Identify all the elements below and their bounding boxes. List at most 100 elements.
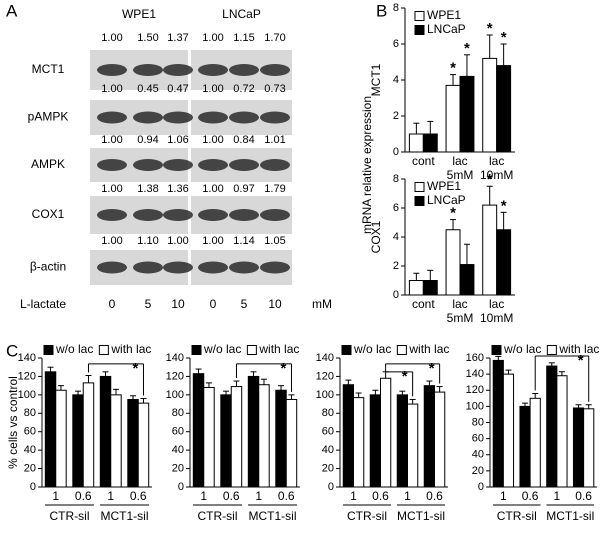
row-label: pAMPK (28, 110, 69, 124)
densitometry-value: 0.73 (264, 83, 285, 95)
y-tick-label: 40 (322, 444, 334, 456)
bar (422, 133, 438, 153)
y-tick-label: 4 (393, 74, 399, 86)
bar (192, 373, 205, 488)
blot-band (97, 159, 127, 171)
x-tick-label: 10mM (480, 168, 513, 182)
group-label: MCT1-sil (101, 509, 149, 523)
row-label: COX1 (32, 207, 65, 221)
y-tick-label: 60 (24, 426, 36, 438)
densitometry-value: 0.97 (233, 183, 254, 195)
densitometry-value: 1.79 (264, 183, 285, 195)
y-axis-label: MCT1 (369, 63, 383, 96)
bar (546, 365, 558, 488)
bar (275, 389, 287, 488)
blot-band (260, 111, 290, 124)
x-tick-label: 0.6 (426, 489, 443, 503)
y-tick-label: 100 (18, 389, 36, 401)
blot-band (229, 261, 259, 274)
bar (408, 133, 424, 153)
bar (482, 204, 498, 296)
y-tick-label: 0 (478, 481, 484, 493)
lane-label: 0 (210, 297, 217, 311)
blot-band (198, 111, 228, 124)
y-axis-label: % cells vs control (6, 376, 20, 469)
bar (583, 408, 595, 488)
blot-band (163, 64, 193, 76)
densitometry-value: 1.37 (167, 32, 188, 44)
densitometry-value: 0.84 (233, 134, 254, 146)
y-tick-label: 0 (328, 481, 334, 493)
bar (203, 386, 215, 488)
bar (434, 391, 446, 488)
panel-label: B (376, 1, 387, 20)
blot-band (97, 111, 127, 124)
bar (396, 394, 408, 488)
densitometry-value: 1.70 (264, 32, 285, 44)
densitometry-value: 1.00 (202, 183, 223, 195)
bar (127, 398, 139, 488)
row-label: AMPK (31, 157, 65, 171)
densitometry-value: 1.00 (202, 134, 223, 146)
y-tick-label: 80 (322, 407, 334, 419)
legend-label: with lac (258, 342, 299, 356)
bar (445, 84, 461, 153)
legend-label: WPE1 (427, 8, 461, 22)
panel-label: A (6, 1, 18, 20)
x-tick-label: 1 (500, 489, 507, 503)
legend-label: WPE1 (427, 179, 461, 193)
significance-mark: * (450, 60, 456, 77)
blot-band (229, 159, 259, 171)
significance-mark: * (464, 40, 470, 57)
y-tick-label: 40 (172, 444, 184, 456)
legend-swatch (246, 345, 257, 355)
x-tick-label: 5mM (447, 311, 474, 325)
legend-label: w/o lac (503, 342, 541, 356)
y-tick-label: 100 (166, 389, 184, 401)
bar (220, 394, 232, 488)
unit-label: mM (312, 297, 332, 311)
blot-band (198, 209, 228, 221)
densitometry-value: 1.15 (233, 32, 254, 44)
bar (44, 371, 57, 488)
y-tick-label: 20 (472, 465, 484, 477)
blot-band (163, 159, 193, 171)
bar (380, 377, 392, 488)
blot-band (260, 261, 290, 274)
significance-mark: * (487, 20, 493, 37)
blot-band (163, 209, 193, 221)
shared-y-label: mRNA relative expression (360, 96, 374, 234)
bar (408, 280, 424, 296)
group-label: MCT1-sil (546, 509, 594, 523)
lane-label: 5 (241, 297, 248, 311)
bracket-mark: * (578, 352, 584, 369)
densitometry-value: 1.00 (167, 235, 188, 247)
x-tick-label: 1 (554, 489, 561, 503)
legend-swatch (341, 345, 352, 355)
legend-swatch (396, 345, 407, 355)
blot-band (133, 261, 163, 274)
treatment-label: L-lactate (20, 297, 66, 311)
bar (459, 75, 475, 153)
bracket-mark: * (429, 360, 435, 377)
x-tick-label: 5mM (447, 168, 474, 182)
lane-label: 0 (109, 297, 116, 311)
y-tick-label: 6 (393, 202, 399, 214)
y-tick-label: 120 (166, 370, 184, 382)
legend-swatch (414, 196, 425, 206)
y-tick-label: 20 (322, 462, 334, 474)
densitometry-value: 1.01 (264, 134, 285, 146)
blot-band (163, 111, 193, 124)
x-tick-label: 1 (107, 489, 114, 503)
significance-mark: * (501, 197, 507, 214)
y-tick-label: 0 (393, 146, 399, 158)
x-tick-label: 1 (255, 489, 262, 503)
bar (492, 359, 504, 488)
densitometry-value: 1.06 (167, 134, 188, 146)
y-tick-label: 0 (30, 481, 36, 493)
legend-label: with lac (408, 342, 449, 356)
bar (82, 382, 95, 488)
bar (556, 375, 568, 488)
densitometry-value: 0.47 (167, 83, 188, 95)
